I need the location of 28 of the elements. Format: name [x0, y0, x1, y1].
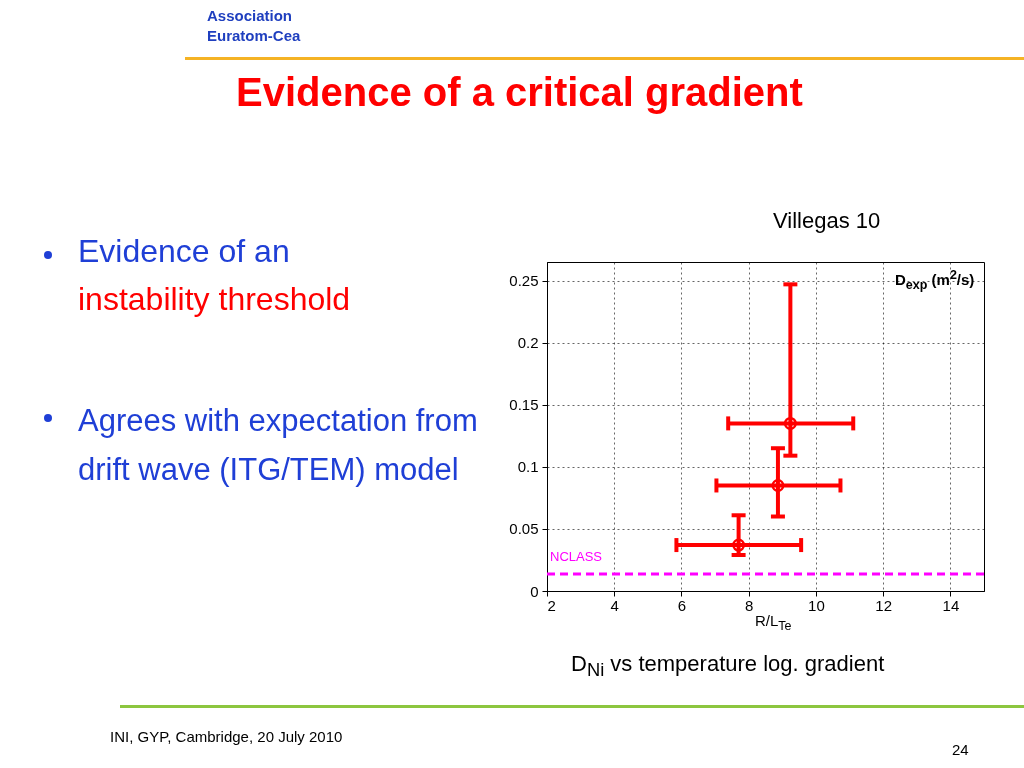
y-tick-label: 0: [530, 582, 539, 600]
chart-title: Evidence of a critical gradient: [236, 70, 803, 115]
point: [732, 538, 746, 552]
text: 24: [952, 741, 969, 758]
text: Agrees with expectation from drift wave (ITG/TEM) model: [78, 402, 479, 489]
point: [783, 416, 797, 430]
text: Villegas 10: [773, 208, 881, 234]
x-tick-label: 4: [610, 596, 619, 614]
x-tick-label: 8: [745, 596, 754, 614]
text: Association Euratom-Cea: [207, 6, 302, 46]
ref-line-label: NCLASS: [550, 548, 603, 564]
x-tick-label: 6: [677, 596, 687, 614]
y-tick-label: 0.2: [517, 334, 539, 352]
x-tick-label: 10: [808, 596, 825, 614]
y-tick-label: 0.05: [509, 520, 539, 538]
y-tick-label: 0.1: [517, 458, 539, 476]
text: D$_{Ni}$ vs temperature log. gradient: [571, 651, 885, 682]
text: instability threshold: [78, 281, 351, 318]
x-tick-label: 12: [875, 596, 892, 614]
y-axis-title: D$_{exp}$ (m$^{2}$/s): [895, 268, 975, 292]
x-axis-title: R/L$_{Te}$: [755, 612, 792, 633]
text: Evidence of an: [78, 233, 290, 270]
y-tick-label: 0.15: [509, 396, 539, 414]
x-tick-label: 14: [942, 596, 960, 614]
point: [771, 478, 785, 492]
x-tick-label: 2: [547, 596, 556, 614]
text: INI, GYP, Cambridge, 20 July 2010: [110, 728, 343, 745]
y-tick-label: 0.25: [509, 272, 539, 290]
